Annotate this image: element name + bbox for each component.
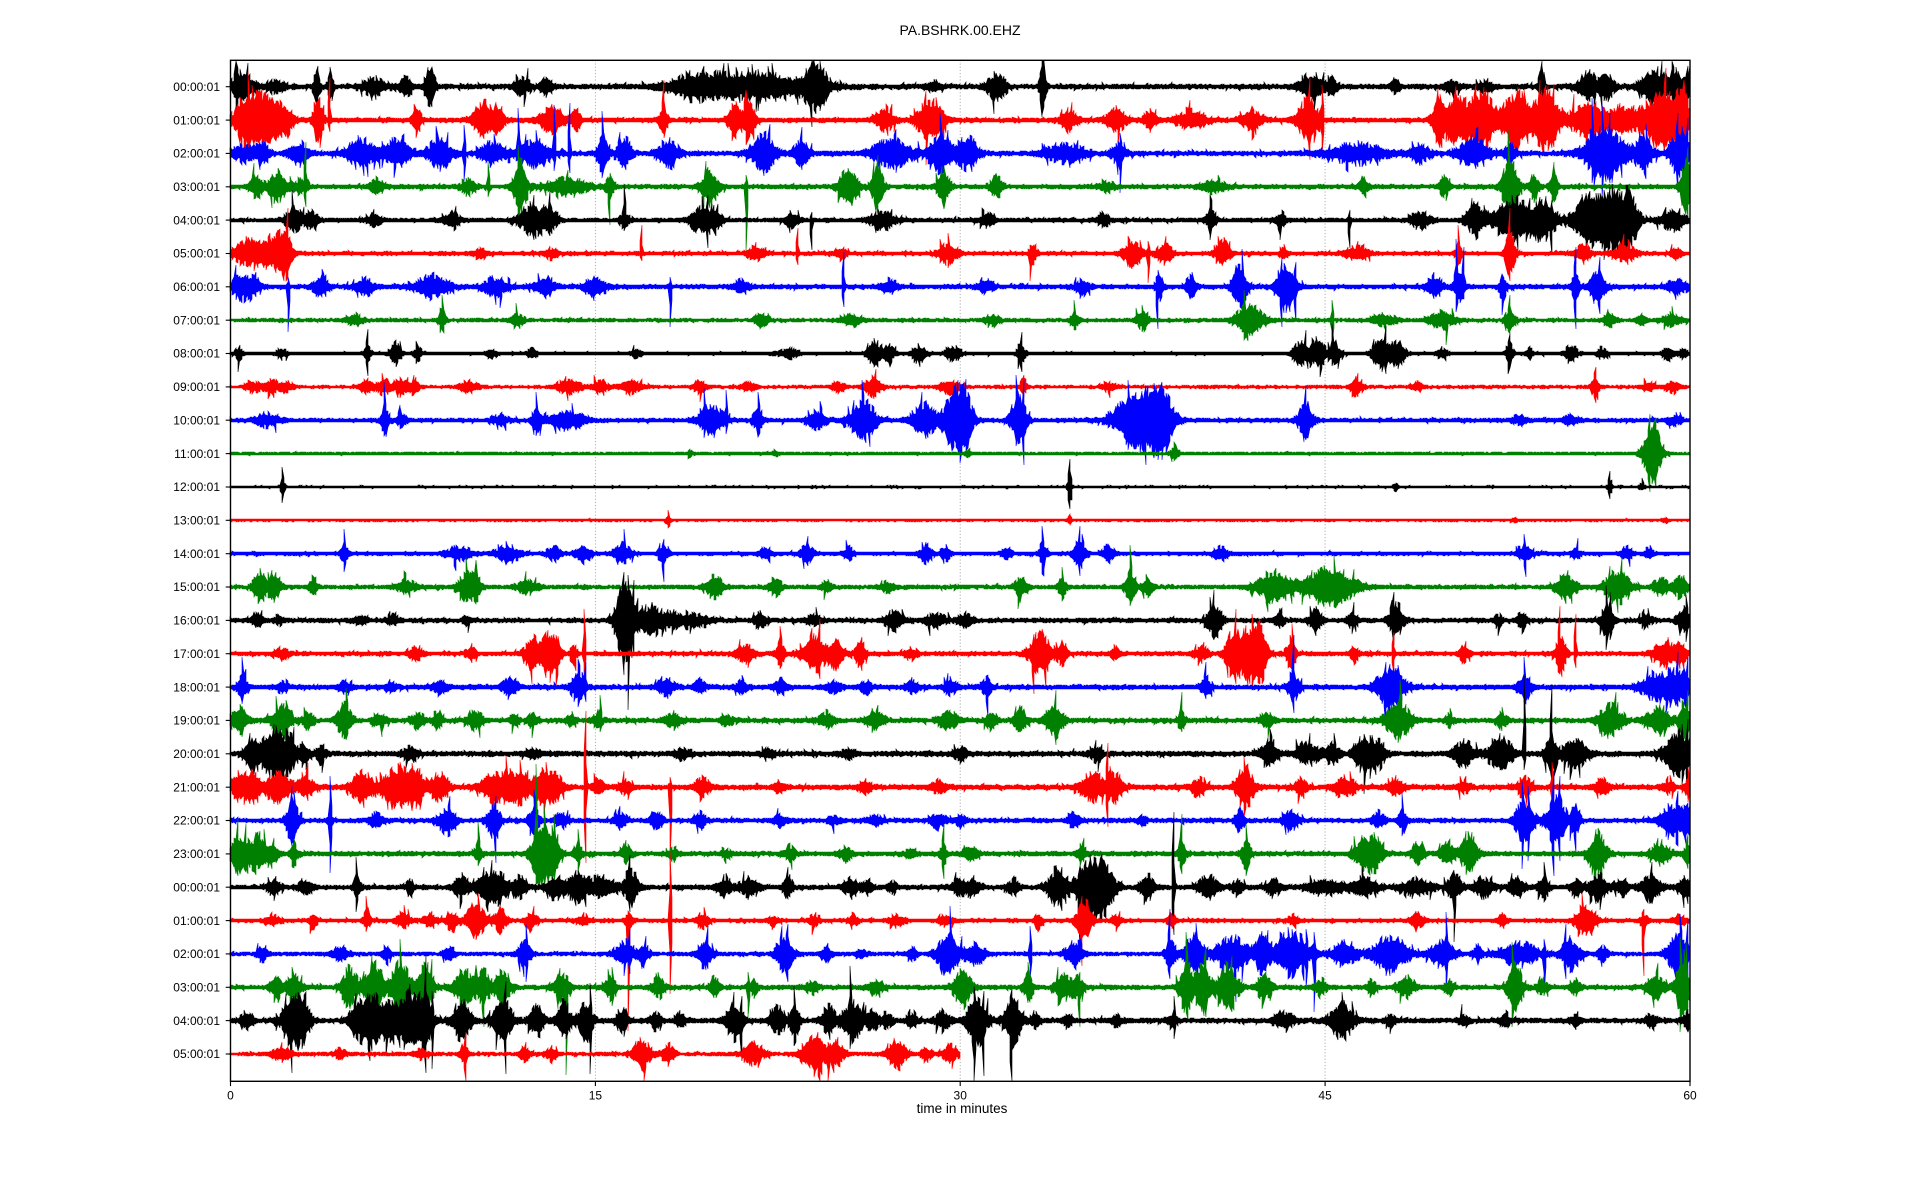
svg-text:16:00:01: 16:00:01 xyxy=(173,614,220,628)
svg-text:05:00:01: 05:00:01 xyxy=(173,1047,220,1061)
svg-text:04:00:01: 04:00:01 xyxy=(173,213,220,227)
svg-text:14:00:01: 14:00:01 xyxy=(173,547,220,561)
svg-text:18:00:01: 18:00:01 xyxy=(173,680,220,694)
svg-text:15:00:01: 15:00:01 xyxy=(173,580,220,594)
svg-text:30: 30 xyxy=(954,1089,968,1103)
svg-text:03:00:01: 03:00:01 xyxy=(173,981,220,995)
svg-text:03:00:01: 03:00:01 xyxy=(173,180,220,194)
svg-text:10:00:01: 10:00:01 xyxy=(173,413,220,427)
svg-text:17:00:01: 17:00:01 xyxy=(173,647,220,661)
svg-text:00:00:01: 00:00:01 xyxy=(173,80,220,94)
svg-text:15: 15 xyxy=(589,1089,603,1103)
svg-text:06:00:01: 06:00:01 xyxy=(173,280,220,294)
svg-text:0: 0 xyxy=(227,1089,234,1103)
svg-text:45: 45 xyxy=(1318,1089,1332,1103)
svg-text:09:00:01: 09:00:01 xyxy=(173,380,220,394)
svg-text:60: 60 xyxy=(1683,1089,1697,1103)
svg-text:01:00:01: 01:00:01 xyxy=(173,113,220,127)
svg-text:21:00:01: 21:00:01 xyxy=(173,780,220,794)
svg-text:01:00:01: 01:00:01 xyxy=(173,914,220,928)
svg-text:19:00:01: 19:00:01 xyxy=(173,714,220,728)
svg-text:08:00:01: 08:00:01 xyxy=(173,347,220,361)
svg-text:11:00:01: 11:00:01 xyxy=(174,447,220,461)
svg-text:05:00:01: 05:00:01 xyxy=(173,247,220,261)
svg-text:20:00:01: 20:00:01 xyxy=(173,747,220,761)
svg-text:07:00:01: 07:00:01 xyxy=(173,313,220,327)
svg-text:04:00:01: 04:00:01 xyxy=(173,1014,220,1028)
svg-text:13:00:01: 13:00:01 xyxy=(173,514,220,528)
svg-text:00:00:01: 00:00:01 xyxy=(173,880,220,894)
svg-text:22:00:01: 22:00:01 xyxy=(173,814,220,828)
svg-text:PA.BSHRK.00.EHZ: PA.BSHRK.00.EHZ xyxy=(899,22,1021,38)
svg-text:23:00:01: 23:00:01 xyxy=(173,847,220,861)
svg-text:02:00:01: 02:00:01 xyxy=(173,147,220,161)
svg-text:time in minutes: time in minutes xyxy=(917,1101,1008,1116)
svg-text:12:00:01: 12:00:01 xyxy=(173,480,220,494)
svg-text:02:00:01: 02:00:01 xyxy=(173,947,220,961)
